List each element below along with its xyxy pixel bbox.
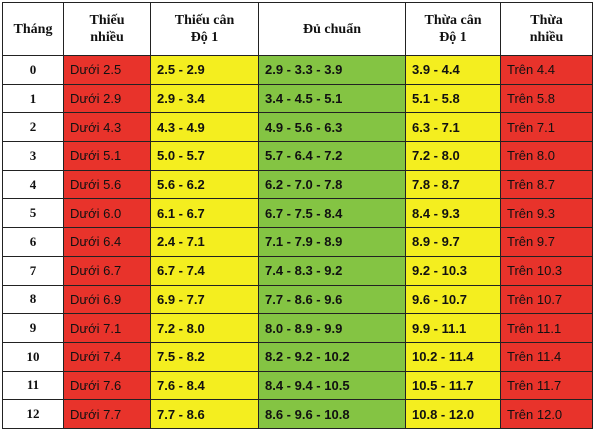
data-cell: 10 [2,341,64,372]
data-cell: Dưới 2.9 [63,83,151,114]
data-cell: 3.9 - 4.4 [405,55,501,85]
data-cell: Dưới 6.4 [63,227,151,257]
data-cell: 7.7 - 8.6 [150,399,259,429]
data-cell: 3 [2,141,64,171]
data-cell: Dưới 7.7 [63,399,151,429]
data-cell: 2.5 - 2.9 [150,55,259,85]
data-cell: Trên 11.4 [500,341,593,372]
header-text: Độ 1 [439,30,467,45]
data-cell: 9.6 - 10.7 [405,284,501,315]
header-cell: Thiếu cân Độ 1 [150,2,259,56]
data-cell: 2.9 - 3.3 - 3.9 [258,55,406,85]
data-cell: 4.3 - 4.9 [150,112,259,143]
header-cell: Đủ chuẩn [258,2,406,56]
data-cell: Dưới 5.1 [63,141,151,171]
data-cell: Trên 11.1 [500,313,593,343]
data-cell: 2.4 - 7.1 [150,227,259,257]
data-cell: 3.4 - 4.5 - 5.1 [258,83,406,114]
data-cell: 7.4 - 8.3 - 9.2 [258,255,406,286]
header-cell: Thiếu nhiều [63,2,151,56]
data-cell: 1 [2,83,64,114]
header-text: Thiếu cân [174,13,235,28]
data-cell: 7.5 - 8.2 [150,341,259,372]
data-cell: 12 [2,399,64,429]
data-cell: Trên 10.7 [500,284,593,315]
data-cell: 7.7 - 8.6 - 9.6 [258,284,406,315]
data-cell: 6.3 - 7.1 [405,112,501,143]
header-text: Thừa cân [424,13,482,28]
data-cell: 8.0 - 8.9 - 9.9 [258,313,406,343]
data-cell: 9.2 - 10.3 [405,255,501,286]
data-cell: 5.6 - 6.2 [150,169,259,200]
data-cell: 6.2 - 7.0 - 7.8 [258,169,406,200]
data-cell: Dưới 7.4 [63,341,151,372]
data-cell: 9.9 - 11.1 [405,313,501,343]
data-cell: Trên 9.3 [500,198,593,229]
data-cell: 5.1 - 5.8 [405,83,501,114]
data-cell: Trên 8.0 [500,141,593,171]
data-cell: 10.2 - 11.4 [405,341,501,372]
data-cell: Dưới 6.0 [63,198,151,229]
data-cell: 10.8 - 12.0 [405,399,501,429]
header-cell: Tháng [2,2,64,56]
data-cell: Dưới 5.6 [63,169,151,200]
data-cell: 7.8 - 8.7 [405,169,501,200]
data-cell: 7.2 - 8.0 [405,141,501,171]
data-cell: 5.7 - 6.4 - 7.2 [258,141,406,171]
data-cell: Trên 10.3 [500,255,593,286]
data-cell: Dưới 7.1 [63,313,151,343]
data-cell: 2.9 - 3.4 [150,83,259,114]
data-cell: Trên 7.1 [500,112,593,143]
data-cell: 8.2 - 9.2 - 10.2 [258,341,406,372]
data-cell: 7.2 - 8.0 [150,313,259,343]
data-cell: 11 [2,370,64,401]
data-cell: 8.4 - 9.4 - 10.5 [258,370,406,401]
header-cell: Thừa cân Độ 1 [405,2,501,56]
data-cell: 8.6 - 9.6 - 10.8 [258,399,406,429]
data-cell: 10.5 - 11.7 [405,370,501,401]
data-cell: 8.4 - 9.3 [405,198,501,229]
data-cell: 6 [2,227,64,257]
header-text: Đủ chuẩn [303,21,361,37]
data-cell: 7.1 - 7.9 - 8.9 [258,227,406,257]
header-text: nhiều [529,30,564,45]
header-text: Tháng [13,21,53,37]
data-cell: 8.9 - 9.7 [405,227,501,257]
data-cell: Trên 11.7 [500,370,593,401]
data-cell: 7.6 - 8.4 [150,370,259,401]
data-cell: Trên 8.7 [500,169,593,200]
data-cell: Trên 5.8 [500,83,593,114]
data-cell: Trên 9.7 [500,227,593,257]
data-cell: 6.7 - 7.5 - 8.4 [258,198,406,229]
data-cell: 4.9 - 5.6 - 6.3 [258,112,406,143]
data-cell: 5 [2,198,64,229]
data-cell: Trên 4.4 [500,55,593,85]
data-cell: Trên 12.0 [500,399,593,429]
data-cell: 5.0 - 5.7 [150,141,259,171]
data-cell: Dưới 7.6 [63,370,151,401]
data-cell: 4 [2,169,64,200]
data-cell: Dưới 6.7 [63,255,151,286]
data-cell: 8 [2,284,64,315]
data-cell: 2 [2,112,64,143]
data-cell: 9 [2,313,64,343]
header-text: nhiều [90,30,124,45]
header-text: Độ 1 [190,30,219,45]
data-cell: 6.1 - 6.7 [150,198,259,229]
data-cell: 6.9 - 7.7 [150,284,259,315]
data-cell: 0 [2,55,64,85]
header-text: Thiếu [89,13,125,28]
data-cell: 7 [2,255,64,286]
data-cell: Dưới 4.3 [63,112,151,143]
data-cell: Dưới 6.9 [63,284,151,315]
header-cell: Thừa nhiều [500,2,593,56]
data-cell: Dưới 2.5 [63,55,151,85]
data-cell: 6.7 - 7.4 [150,255,259,286]
header-text: Thừa [530,13,563,28]
